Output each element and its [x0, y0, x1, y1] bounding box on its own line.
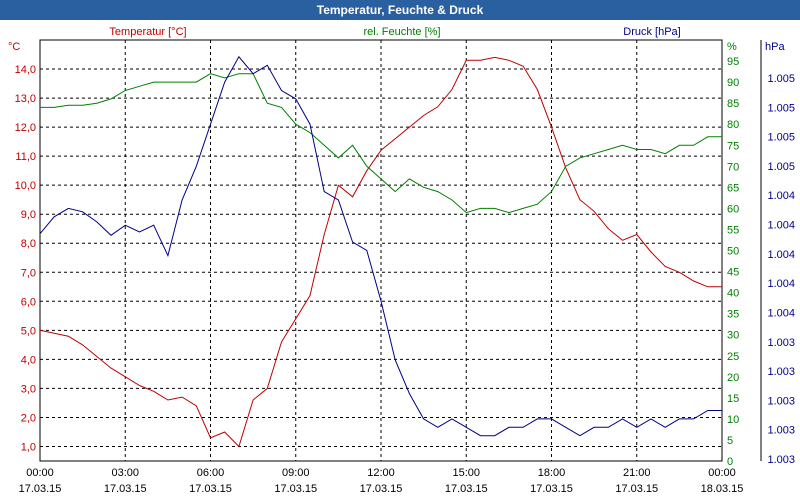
x-tick-time: 00:00 — [708, 467, 736, 479]
temperature-tick-label: 1,0 — [21, 441, 36, 453]
temperature-tick-labels: 1,0 2,0 3,0 4,0 5,0 6,0 7,0 8,0 9,0 10,0 11,0 12,0 1… — [15, 64, 36, 453]
humidity-tick-label: 5 — [727, 435, 733, 447]
x-tick-date: 17.03.15 — [360, 483, 403, 495]
pressure-tick-label: 1.005 — [767, 161, 795, 173]
x-tick-time: 09:00 — [282, 467, 310, 479]
x-tick-time: 06:00 — [197, 467, 225, 479]
grid — [40, 40, 722, 461]
humidity-tick-label: 40 — [727, 288, 739, 300]
humidity-tick-label: 45 — [727, 267, 739, 279]
humidity-tick-label: 65 — [727, 182, 739, 194]
humidity-tick-label: 0 — [727, 456, 733, 468]
series-line-temperature — [39, 56, 722, 448]
humidity-tick-labels: 0 5 10 15 20 25 30 35 40 45 50 55 60 65 70 75 80 85 90 95 — [727, 56, 739, 468]
pressure-tick-label: 1.003 — [767, 395, 795, 407]
x-tick-date: 17.03.15 — [530, 483, 573, 495]
temperature-tick-label: 9,0 — [21, 209, 36, 221]
humidity-tick-label: 25 — [727, 351, 739, 363]
series-line-humidity — [40, 73, 722, 214]
temperature-series-label: Temperatur [°C] — [109, 26, 186, 38]
x-tick-time: 18:00 — [538, 467, 566, 479]
x-tick-labels: 00:00 17.03.15 03:00 17.03.15 06:00 17.03.15 0… — [19, 467, 744, 495]
temperature-tick-label: 5,0 — [21, 325, 36, 337]
humidity-series-label: rel. Feuchte [%] — [363, 26, 440, 38]
humidity-tick-label: 35 — [727, 309, 739, 321]
temperature-tick-label: 13,0 — [15, 93, 36, 105]
pressure-tick-label: 1.005 — [767, 132, 795, 144]
temperature-axis-unit: °C — [8, 41, 20, 53]
x-tick-date: 17.03.15 — [189, 483, 232, 495]
humidity-tick-label: 85 — [727, 98, 739, 110]
x-tick-time: 03:00 — [111, 467, 139, 479]
humidity-tick-label: 15 — [727, 393, 739, 405]
pressure-axis-unit: hPa — [765, 41, 785, 53]
pressure-tick-label: 1.005 — [767, 102, 795, 114]
humidity-tick-label: 95 — [727, 56, 739, 68]
humidity-tick-label: 10 — [727, 414, 739, 426]
pressure-tick-label: 1.003 — [767, 425, 795, 437]
plot-frame — [39, 39, 723, 462]
x-tick-time: 00:00 — [26, 467, 54, 479]
humidity-tick-label: 70 — [727, 161, 739, 173]
humidity-tick-label: 55 — [727, 224, 739, 236]
weather-chart: °C % hPa Temperatur [°C] rel. Feuchte [%… — [8, 26, 795, 495]
x-tick-time: 21:00 — [623, 467, 651, 479]
temperature-tick-label: 12,0 — [15, 122, 36, 134]
humidity-tick-label: 75 — [727, 140, 739, 152]
pressure-tick-label: 1.005 — [767, 73, 795, 85]
temperature-tick-label: 4,0 — [21, 354, 36, 366]
temperature-tick-label: 2,0 — [21, 412, 36, 424]
temperature-tick-label: 14,0 — [15, 64, 36, 76]
temperature-tick-label: 3,0 — [21, 383, 36, 395]
humidity-tick-label: 30 — [727, 330, 739, 342]
x-tick-date: 17.03.15 — [104, 483, 147, 495]
x-tick-date: 17.03.15 — [274, 483, 317, 495]
pressure-tick-label: 1.004 — [767, 278, 795, 290]
x-tick-date: 17.03.15 — [445, 483, 488, 495]
temperature-tick-label: 8,0 — [21, 238, 36, 250]
x-tick-time: 15:00 — [452, 467, 480, 479]
pressure-tick-label: 1.003 — [767, 337, 795, 349]
temperature-tick-label: 7,0 — [21, 267, 36, 279]
humidity-tick-label: 60 — [727, 203, 739, 215]
pressure-tick-label: 1.003 — [767, 454, 795, 466]
humidity-tick-label: 90 — [727, 77, 739, 89]
x-tick-date: 18.03.15 — [701, 483, 744, 495]
pressure-tick-label: 1.004 — [767, 220, 795, 232]
temperature-tick-label: 6,0 — [21, 296, 36, 308]
series-line-pressure — [39, 55, 722, 437]
pressure-series-label: Druck [hPa] — [623, 26, 680, 38]
pressure-tick-labels: 1.003 1.003 1.003 1.003 1.003 1.004 1.004 1.004… — [767, 73, 795, 466]
x-tick-date: 17.03.15 — [615, 483, 658, 495]
humidity-axis-unit: % — [727, 41, 737, 53]
x-tick-date: 17.03.15 — [19, 483, 62, 495]
x-tick-time: 12:00 — [367, 467, 395, 479]
window-title: Temperatur, Feuchte & Druck — [0, 0, 800, 20]
pressure-tick-label: 1.004 — [767, 307, 795, 319]
humidity-tick-label: 80 — [727, 119, 739, 131]
series-lines — [39, 55, 722, 448]
temperature-tick-label: 11,0 — [15, 151, 36, 163]
humidity-tick-label: 20 — [727, 372, 739, 384]
pressure-tick-label: 1.003 — [767, 366, 795, 378]
temperature-tick-label: 10,0 — [15, 180, 36, 192]
pressure-tick-label: 1.004 — [767, 249, 795, 261]
pressure-tick-label: 1.004 — [767, 190, 795, 202]
humidity-tick-label: 50 — [727, 246, 739, 258]
